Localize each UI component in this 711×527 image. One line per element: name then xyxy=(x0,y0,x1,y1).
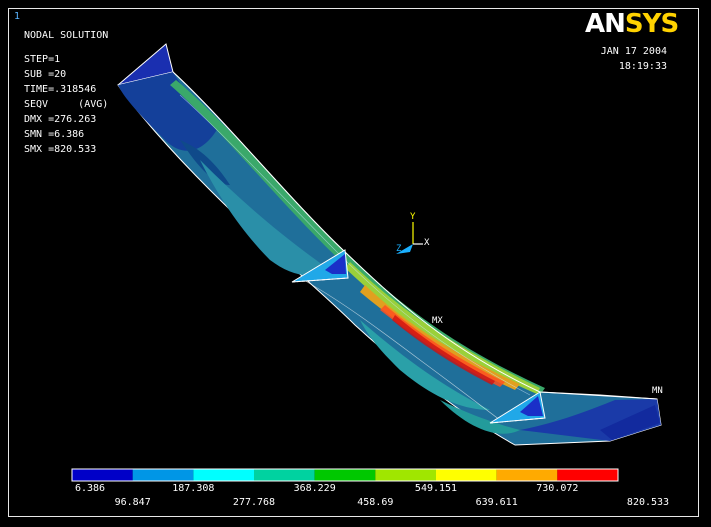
coordinate-triad-icon: Y X Z xyxy=(396,212,430,254)
date-text: JAN 17 2004 xyxy=(600,46,667,57)
legend-label: 277.768 xyxy=(232,497,276,508)
curved-shell-model xyxy=(117,71,662,446)
dmx-value: DMX =276.263 xyxy=(24,114,97,125)
legend-label: 6.386 xyxy=(74,483,106,494)
legend-swatch xyxy=(436,469,497,481)
svg-text:Z: Z xyxy=(396,244,402,254)
legend-swatch xyxy=(254,469,315,481)
sub-value: SUB =20 xyxy=(24,69,67,80)
svg-text:X: X xyxy=(424,238,430,248)
legend-swatch xyxy=(496,469,558,481)
legend-swatch xyxy=(193,469,254,481)
time-value: TIME=.318546 xyxy=(24,84,97,95)
svg-text:Y: Y xyxy=(410,212,416,222)
legend-label: 368.229 xyxy=(293,483,336,494)
legend-label: 458.69 xyxy=(357,497,394,508)
legend-swatch xyxy=(132,469,194,481)
min-marker-label: MN xyxy=(652,386,663,396)
ansys-logo: ANSYS xyxy=(585,9,679,39)
legend-label: 730.072 xyxy=(536,483,579,494)
lower-stiffener xyxy=(489,391,546,424)
seqv-value: SEQV (AVG) xyxy=(24,99,109,110)
legend-swatch xyxy=(375,469,436,481)
smn-value: SMN =6.386 xyxy=(24,129,85,140)
max-marker-label: MX xyxy=(432,316,443,326)
middle-stiffener xyxy=(291,249,349,283)
time-text: 18:19:33 xyxy=(618,61,667,72)
legend-swatch xyxy=(557,469,618,481)
contour-legend-bar xyxy=(71,468,619,482)
legend-label: 187.308 xyxy=(172,483,215,494)
legend-label: 820.533 xyxy=(626,497,670,508)
step-value: STEP=1 xyxy=(24,54,61,65)
solution-info-panel: NODAL SOLUTION STEP=1 SUB =20 TIME=.3185… xyxy=(24,28,108,157)
timestamp-block: JAN 17 2004 18:19:33 xyxy=(601,44,667,74)
legend-label: 549.151 xyxy=(414,483,458,494)
smx-value: SMX =820.533 xyxy=(24,144,97,155)
legend-label: 96.847 xyxy=(114,497,151,508)
legend-swatch xyxy=(72,469,133,481)
solution-title: NODAL SOLUTION xyxy=(24,30,109,41)
legend-label: 639.611 xyxy=(475,497,518,508)
window-number: 1 xyxy=(14,11,21,22)
legend-swatch xyxy=(314,469,376,481)
viewport-frame xyxy=(8,8,699,517)
